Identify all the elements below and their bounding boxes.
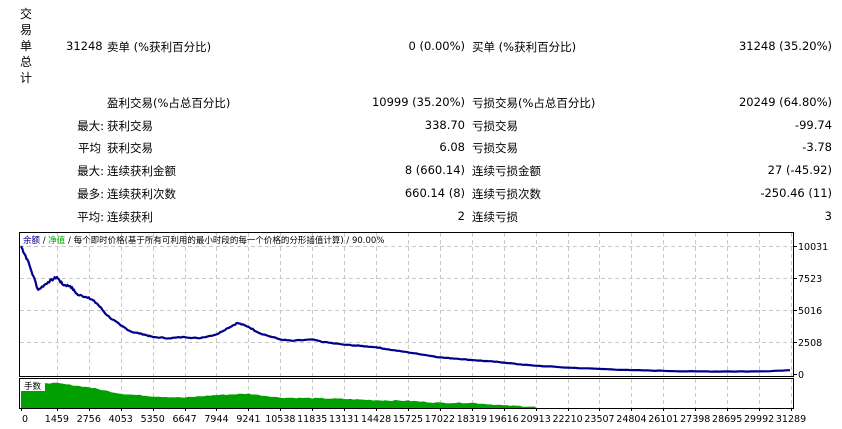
row-prefix-average-consecutive: 平均:	[77, 210, 104, 224]
main-panel-frame	[19, 232, 794, 377]
volume-label: 手数	[24, 381, 42, 392]
chart-grid	[20, 233, 793, 408]
x-tick-label: 31289	[776, 414, 806, 425]
x-tick-label: 20913	[521, 414, 551, 425]
x-tick-label: 18319	[457, 414, 487, 425]
x-tick-label: 6647	[172, 414, 196, 425]
x-tick-label: 26101	[648, 414, 678, 425]
x-tick-label: 17022	[425, 414, 455, 425]
profit-trades-label: 盈利交易(%占总百分比)	[107, 96, 231, 110]
maximal-consecutive-profit-label: 连续获利次数	[107, 187, 176, 201]
average-profit-trade-label: 获利交易	[107, 141, 153, 155]
average-loss-trade-value: -3.78	[802, 140, 832, 154]
loss-trades-label: 亏损交易(%占总百分比)	[472, 96, 596, 110]
x-tick-label: 23507	[584, 414, 614, 425]
average-consecutive-losses-value: 3	[824, 209, 832, 223]
x-tick-label: 9241	[236, 414, 260, 425]
legend-separator: /	[40, 236, 48, 246]
average-consecutive-wins-value: 2	[457, 209, 465, 223]
largest-loss-trade-label: 亏损交易	[472, 119, 518, 133]
x-tick-label: 14428	[361, 414, 391, 425]
largest-profit-trade-label: 获利交易	[107, 119, 153, 133]
volume-panel-frame	[19, 378, 794, 409]
row-prefix-largest: 最大:	[77, 119, 104, 133]
loss-trades-value: 20249 (64.80%)	[738, 95, 832, 109]
total-trades-vertical-title: 交 易 单 总 计	[20, 6, 34, 86]
row-prefix-max-consecutive: 最大:	[77, 164, 104, 178]
x-tick-label: 19616	[489, 414, 519, 425]
max-consecutive-losses-label: 连续亏损金额	[472, 164, 541, 178]
x-axis: 0 1459 2756 4053 5350 6647 7944 9241 10538 11835 1…	[21, 408, 806, 425]
legend-equity: 净值	[48, 235, 66, 246]
legend: 余额 / 净值 / 每个即时价格(基于所有可利用的最小时段的每一个价格的分形插值…	[23, 235, 384, 246]
volume-area	[21, 382, 536, 408]
legend-balance: 余额	[23, 235, 41, 246]
x-tick-label: 0	[22, 414, 28, 425]
volume-label-bg	[21, 380, 45, 391]
maximal-consecutive-profit-value: 660.14 (8)	[404, 186, 465, 200]
legend-bg	[21, 234, 31, 244]
y-tick-label: 5016	[798, 306, 822, 317]
title-char: 交	[20, 7, 33, 21]
y-tick-label: 10031	[798, 242, 828, 253]
x-tick-label: 11835	[297, 414, 327, 425]
profit-trades-value: 10999 (35.20%)	[371, 95, 465, 109]
title-char: 计	[20, 71, 33, 85]
average-consecutive-wins-label: 连续获利	[107, 210, 153, 224]
long-positions-value: 31248 (35.20%)	[738, 39, 832, 53]
total-trades-value: 31248	[66, 39, 103, 53]
y-tick-label: 2508	[798, 338, 822, 349]
maximal-consecutive-loss-value: -250.46 (11)	[760, 186, 832, 200]
x-tick-label: 4053	[109, 414, 133, 425]
long-positions-label: 买单 (%获利百分比)	[472, 40, 577, 54]
average-consecutive-losses-label: 连续亏损	[472, 210, 518, 224]
legend-description: / 每个即时价格(基于所有可利用的最小时段的每一个价格的分形插值计算) / 90…	[65, 235, 384, 246]
short-positions-label: 卖单 (%获利百分比)	[107, 40, 212, 54]
title-char: 单	[20, 39, 33, 53]
balance-line	[20, 245, 791, 373]
x-tick-label: 15725	[393, 414, 423, 425]
maximal-consecutive-loss-label: 连续亏损次数	[472, 187, 541, 201]
average-profit-trade-value: 6.08	[439, 140, 465, 154]
y-axis: 10031 7523 5016 2508 0	[793, 242, 828, 381]
x-tick-label: 10538	[265, 414, 295, 425]
x-tick-label: 28695	[712, 414, 742, 425]
x-tick-label: 1459	[45, 414, 69, 425]
x-tick-label: 5350	[141, 414, 165, 425]
row-prefix-maximal-consecutive: 最多:	[77, 187, 104, 201]
max-consecutive-wins-label: 连续获利金额	[107, 164, 176, 178]
title-char: 易	[20, 23, 33, 37]
title-char: 总	[20, 55, 33, 69]
x-tick-label: 24804	[616, 414, 646, 425]
y-tick-label: 0	[798, 370, 804, 381]
max-consecutive-wins-value: 8 (660.14)	[404, 163, 465, 177]
largest-profit-trade-value: 338.70	[424, 118, 465, 132]
largest-loss-trade-value: -99.74	[794, 118, 832, 132]
row-prefix-average: 平均	[78, 141, 101, 155]
max-consecutive-losses-value: 27 (-45.92)	[767, 163, 832, 177]
x-tick-label: 29992	[744, 414, 774, 425]
x-tick-label: 22210	[552, 414, 582, 425]
x-tick-label: 27398	[680, 414, 710, 425]
y-tick-label: 7523	[798, 274, 822, 285]
x-tick-label: 7944	[204, 414, 228, 425]
x-tick-label: 2756	[77, 414, 101, 425]
short-positions-value: 0 (0.00%)	[408, 39, 465, 53]
x-tick-label: 13131	[329, 414, 359, 425]
average-loss-trade-label: 亏损交易	[472, 141, 518, 155]
